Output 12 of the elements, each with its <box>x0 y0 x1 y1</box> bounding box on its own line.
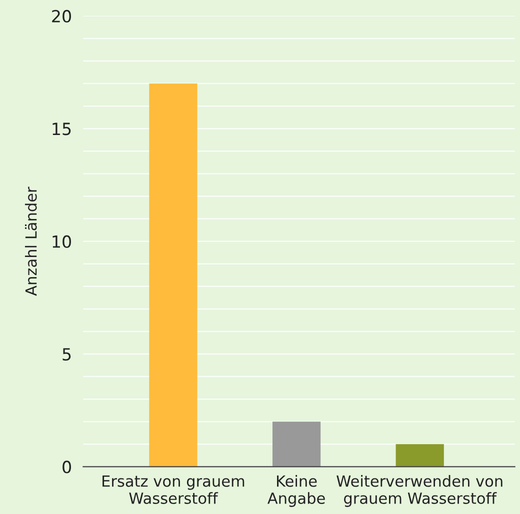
x-tick-label: Weiterverwenden von grauem Wasserstoff <box>336 475 502 507</box>
bar <box>396 444 444 467</box>
bar <box>149 84 198 467</box>
y-tick-label: 0 <box>62 460 71 474</box>
y-tick-label: 10 <box>52 235 71 248</box>
y-axis-title: Anzahl Länder <box>24 186 37 296</box>
x-tick-label: Ersatz von grauem Wasserstoff <box>102 476 244 504</box>
y-tick-label: 15 <box>52 122 71 136</box>
y-tick-label: 5 <box>62 348 71 361</box>
x-tick-label: Keine Angabe <box>268 475 325 507</box>
bar <box>272 422 321 467</box>
y-tick-label: 20 <box>52 10 71 23</box>
